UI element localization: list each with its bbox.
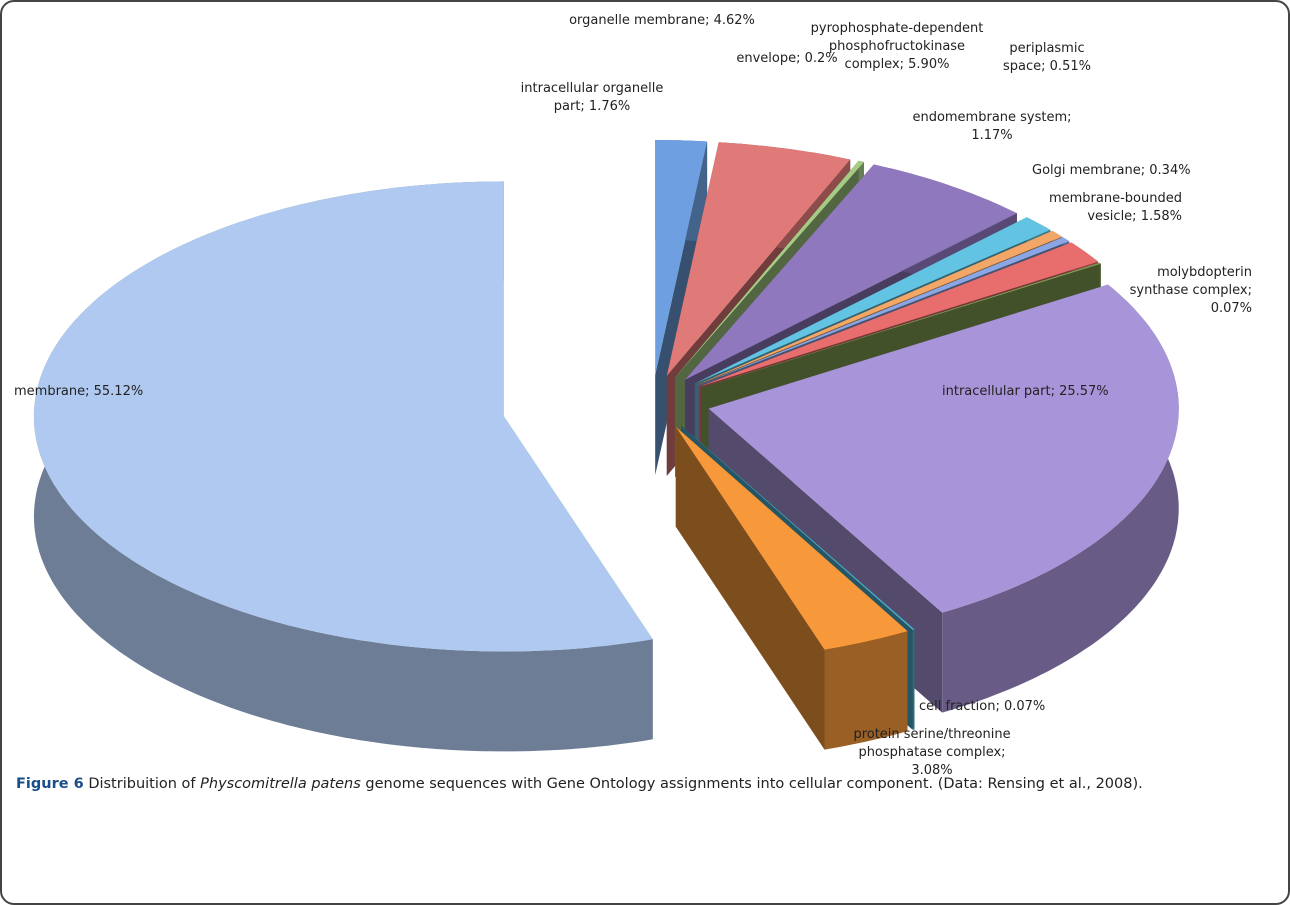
data-label: molybdopterin synthase complex; 0.07% bbox=[1129, 265, 1252, 316]
slice-top bbox=[33, 181, 653, 652]
caption-label: Figure 6 bbox=[16, 776, 84, 792]
slice-top bbox=[685, 164, 1017, 380]
data-label: pyrophosphate-dependent phosphofructokin… bbox=[810, 21, 984, 72]
chart bbox=[33, 140, 1179, 752]
caption-italic: Physcomitrella patens bbox=[200, 776, 361, 792]
data-label: membrane-bounded vesicle; 1.58% bbox=[1048, 191, 1182, 224]
data-label: endomembrane system; 1.17% bbox=[912, 110, 1072, 143]
slice-top bbox=[697, 237, 1070, 386]
data-label: protein serine/threonine phosphatase com… bbox=[853, 727, 1011, 778]
caption-text: Distribuition of bbox=[88, 776, 196, 792]
slice-top bbox=[681, 425, 915, 630]
data-label: intracellular part; 25.57% bbox=[942, 384, 1109, 399]
slice-top bbox=[701, 262, 1101, 388]
slice-top bbox=[696, 230, 1062, 385]
data-label: periplasmic space; 0.51% bbox=[1003, 41, 1091, 74]
slice-top bbox=[666, 142, 851, 376]
slice-top bbox=[675, 426, 908, 650]
slice bbox=[675, 426, 908, 750]
caption-text: genome sequences with Gene Ontology assi… bbox=[365, 776, 1143, 792]
slice-top bbox=[675, 160, 864, 378]
slice-top bbox=[708, 284, 1179, 613]
slice-top bbox=[655, 140, 708, 375]
data-label: membrane; 55.12% bbox=[14, 384, 144, 399]
caption: Figure 6 Distribuition of Physcomitrella… bbox=[16, 772, 1278, 796]
data-label: organelle membrane; 4.62% bbox=[569, 13, 755, 28]
slice-cut bbox=[675, 426, 825, 750]
slice bbox=[33, 181, 653, 752]
data-label: Golgi membrane; 0.34% bbox=[1032, 163, 1191, 178]
data-label: intracellular organelle part; 1.76% bbox=[520, 81, 664, 114]
slice-side bbox=[912, 629, 915, 730]
slice-side bbox=[824, 631, 908, 750]
slice-top bbox=[699, 242, 1099, 387]
data-label: envelope; 0.2% bbox=[736, 51, 838, 66]
slice-top bbox=[694, 217, 1051, 384]
data-label: cell fraction; 0.07% bbox=[919, 699, 1046, 714]
